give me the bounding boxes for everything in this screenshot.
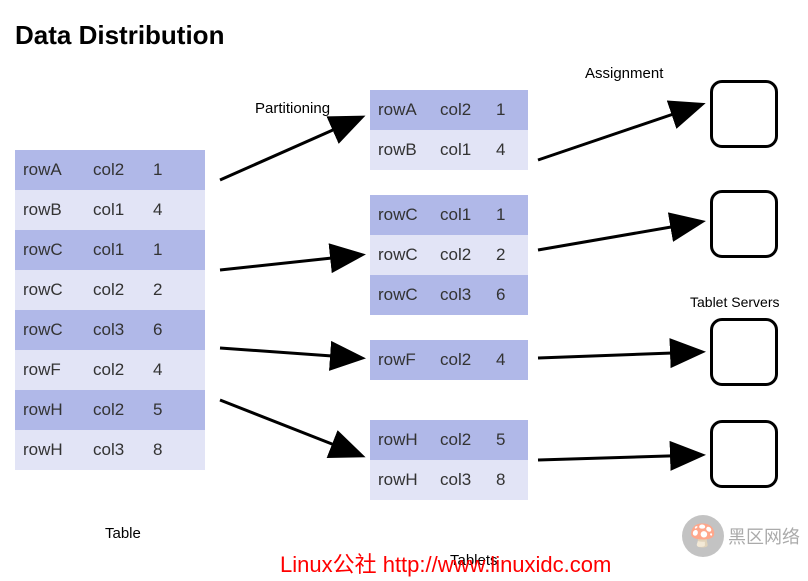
cell: rowA bbox=[15, 150, 85, 190]
label-partitioning: Partitioning bbox=[255, 100, 330, 117]
cell: 5 bbox=[145, 390, 205, 430]
server-box-2 bbox=[710, 318, 778, 386]
cell: col1 bbox=[432, 195, 488, 235]
cell: rowH bbox=[15, 390, 85, 430]
cell: col1 bbox=[85, 190, 145, 230]
watermark-logo-text: 黑区网络 bbox=[728, 523, 800, 549]
table-row: rowHcol25 bbox=[15, 390, 205, 430]
tablet-3: rowHcol25rowHcol38 bbox=[370, 420, 528, 500]
table-row: rowCcol11 bbox=[370, 195, 528, 235]
arrow-asg-1 bbox=[538, 222, 700, 250]
watermark-text: Linux公社 http://www.linuxidc.com bbox=[280, 547, 611, 579]
arrow-asg-2 bbox=[538, 352, 700, 358]
cell: rowB bbox=[15, 190, 85, 230]
cell: col2 bbox=[432, 340, 488, 380]
table-row: rowCcol36 bbox=[370, 275, 528, 315]
cell: rowC bbox=[15, 270, 85, 310]
label-table: Table bbox=[105, 525, 141, 542]
mushroom-icon: 🍄 bbox=[682, 515, 724, 557]
cell: 1 bbox=[488, 90, 528, 130]
cell: col1 bbox=[85, 230, 145, 270]
cell: 1 bbox=[488, 195, 528, 235]
tablet-1: rowCcol11rowCcol22rowCcol36 bbox=[370, 195, 528, 315]
tablet-2: rowFcol24 bbox=[370, 340, 528, 380]
tablet-0: rowAcol21rowBcol14 bbox=[370, 90, 528, 170]
cell: rowC bbox=[15, 310, 85, 350]
cell: 1 bbox=[145, 150, 205, 190]
cell: rowH bbox=[15, 430, 85, 470]
cell: 2 bbox=[488, 235, 528, 275]
arrow-part-1 bbox=[220, 255, 360, 270]
table-row: rowBcol14 bbox=[15, 190, 205, 230]
cell: 6 bbox=[488, 275, 528, 315]
server-box-0 bbox=[710, 80, 778, 148]
cell: col1 bbox=[432, 130, 488, 170]
label-tablet-servers: Tablet Servers bbox=[690, 294, 779, 310]
cell: rowF bbox=[15, 350, 85, 390]
cell: rowH bbox=[370, 460, 432, 500]
table-row: rowAcol21 bbox=[15, 150, 205, 190]
table-row: rowFcol24 bbox=[370, 340, 528, 380]
table-row: rowCcol36 bbox=[15, 310, 205, 350]
table-row: rowFcol24 bbox=[15, 350, 205, 390]
cell: col2 bbox=[85, 270, 145, 310]
watermark-logo: 🍄 黑区网络 bbox=[682, 515, 800, 557]
cell: col3 bbox=[85, 310, 145, 350]
arrow-part-2 bbox=[220, 348, 360, 358]
label-assignment: Assignment bbox=[585, 65, 663, 82]
server-box-1 bbox=[710, 190, 778, 258]
arrow-asg-3 bbox=[538, 455, 700, 460]
page-title: Data Distribution bbox=[15, 20, 224, 51]
cell: col3 bbox=[432, 275, 488, 315]
cell: col3 bbox=[432, 460, 488, 500]
arrow-asg-0 bbox=[538, 105, 700, 160]
table-row: rowCcol22 bbox=[370, 235, 528, 275]
cell: 8 bbox=[488, 460, 528, 500]
cell: 6 bbox=[145, 310, 205, 350]
cell: rowC bbox=[15, 230, 85, 270]
cell: rowC bbox=[370, 235, 432, 275]
cell: col2 bbox=[432, 420, 488, 460]
table-row: rowAcol21 bbox=[370, 90, 528, 130]
table-row: rowHcol38 bbox=[370, 460, 528, 500]
cell: rowC bbox=[370, 195, 432, 235]
table-row: rowHcol25 bbox=[370, 420, 528, 460]
arrow-part-3 bbox=[220, 400, 360, 455]
cell: col2 bbox=[85, 390, 145, 430]
arrow-part-0 bbox=[220, 118, 360, 180]
cell: 4 bbox=[145, 190, 205, 230]
cell: 4 bbox=[145, 350, 205, 390]
cell: col2 bbox=[432, 235, 488, 275]
server-box-3 bbox=[710, 420, 778, 488]
cell: rowC bbox=[370, 275, 432, 315]
cell: rowA bbox=[370, 90, 432, 130]
cell: col2 bbox=[432, 90, 488, 130]
cell: col2 bbox=[85, 350, 145, 390]
cell: col3 bbox=[85, 430, 145, 470]
cell: 1 bbox=[145, 230, 205, 270]
cell: col2 bbox=[85, 150, 145, 190]
cell: 4 bbox=[488, 130, 528, 170]
cell: 2 bbox=[145, 270, 205, 310]
table-row: rowBcol14 bbox=[370, 130, 528, 170]
cell: 8 bbox=[145, 430, 205, 470]
cell: rowH bbox=[370, 420, 432, 460]
table-row: rowHcol38 bbox=[15, 430, 205, 470]
cell: 4 bbox=[488, 340, 528, 380]
table-row: rowCcol11 bbox=[15, 230, 205, 270]
cell: rowF bbox=[370, 340, 432, 380]
cell: rowB bbox=[370, 130, 432, 170]
table-row: rowCcol22 bbox=[15, 270, 205, 310]
cell: 5 bbox=[488, 420, 528, 460]
main-table: rowAcol21rowBcol14rowCcol11rowCcol22rowC… bbox=[15, 150, 205, 470]
